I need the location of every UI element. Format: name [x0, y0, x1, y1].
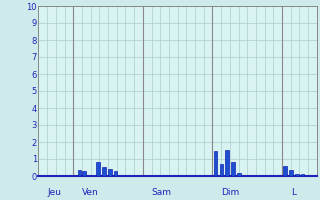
Bar: [295, 174, 299, 176]
Text: Sam: Sam: [151, 188, 172, 197]
Bar: [220, 164, 223, 176]
Bar: [289, 170, 293, 176]
Bar: [114, 171, 117, 176]
Text: Ven: Ven: [82, 188, 99, 197]
Bar: [301, 174, 304, 176]
Bar: [82, 171, 85, 176]
Bar: [226, 150, 229, 176]
Text: L: L: [291, 188, 296, 197]
Bar: [96, 162, 100, 176]
Bar: [284, 166, 287, 176]
Text: Jeu: Jeu: [47, 188, 61, 197]
Bar: [231, 162, 235, 176]
Text: Dim: Dim: [221, 188, 239, 197]
Bar: [77, 170, 81, 176]
Bar: [108, 169, 112, 176]
Bar: [102, 167, 106, 176]
Bar: [237, 173, 241, 176]
Bar: [214, 151, 218, 176]
